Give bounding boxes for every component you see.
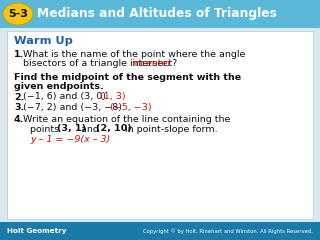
Text: Copyright © by Holt, Rinehart and Winston. All Rights Reserved.: Copyright © by Holt, Rinehart and Winsto… (143, 228, 313, 234)
Text: y – 1 = −9(x – 3): y – 1 = −9(x – 3) (30, 134, 110, 144)
Bar (0, 0, 320, 28)
Text: 1.: 1. (14, 50, 24, 59)
Text: points: points (30, 125, 62, 133)
Text: What is the name of the point where the angle: What is the name of the point where the … (23, 50, 245, 59)
Text: and: and (78, 125, 102, 133)
Text: Holt Geometry: Holt Geometry (7, 228, 67, 234)
Bar (0, 222, 320, 240)
Text: given endpoints.: given endpoints. (14, 82, 104, 91)
Text: bisectors of a triangle intersect?: bisectors of a triangle intersect? (23, 60, 177, 68)
Text: (−7, 2) and (−3, −8): (−7, 2) and (−3, −8) (23, 103, 122, 112)
Text: (1, 3): (1, 3) (97, 92, 126, 102)
Text: (3, 1): (3, 1) (57, 125, 86, 133)
Text: 4.: 4. (14, 115, 24, 124)
Text: Warm Up: Warm Up (14, 36, 73, 46)
Text: (2, 10): (2, 10) (96, 125, 132, 133)
Text: Find the midpoint of the segment with the: Find the midpoint of the segment with th… (14, 72, 241, 82)
Text: 5-3: 5-3 (8, 9, 28, 19)
Text: Write an equation of the line containing the: Write an equation of the line containing… (23, 115, 230, 124)
Bar (7, 31, 313, 219)
Text: incenter: incenter (129, 60, 172, 68)
Text: 3.: 3. (14, 103, 24, 112)
Ellipse shape (3, 3, 33, 25)
Text: Medians and Altitudes of Triangles: Medians and Altitudes of Triangles (37, 7, 277, 20)
Text: (−1, 6) and (3, 0): (−1, 6) and (3, 0) (23, 92, 106, 102)
Text: 2.: 2. (14, 92, 24, 102)
Text: in point-slope form.: in point-slope form. (122, 125, 218, 133)
Text: (−5, −3): (−5, −3) (107, 103, 152, 112)
